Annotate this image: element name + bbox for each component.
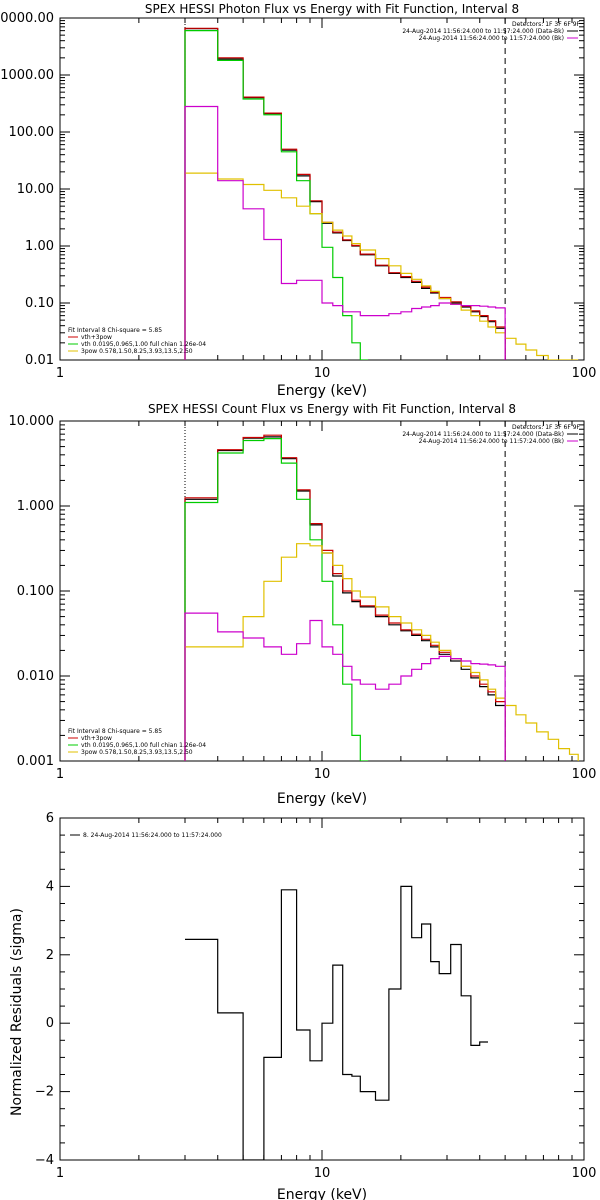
x-axis-label: Energy (keV) [277, 1187, 367, 1200]
y-tick-label: 1000.00 [0, 68, 54, 83]
series-line [185, 885, 488, 1160]
series-line [184, 436, 506, 761]
x-tick-label: 10 [314, 366, 331, 381]
y-tick-label: 6 [46, 811, 54, 826]
series-line [184, 105, 506, 360]
y-tick-label: 0000.00 [0, 11, 54, 26]
series-line [184, 543, 579, 761]
legend-text: Detectors: 1F 3F 6F 9F [512, 21, 581, 28]
y-tick-label: 4 [46, 879, 54, 894]
legend-text: 24-Aug-2014 11:56:24.000 to 11:57:24.000… [402, 28, 564, 35]
panel-title: SPEX HESSI Photon Flux vs Energy with Fi… [145, 2, 519, 16]
y-axis-label: Normalized Residuals (sigma) [9, 908, 25, 1116]
legend-text: vth+3pow [81, 735, 112, 742]
photon-flux-panel: SPEX HESSI Photon Flux vs Energy with Fi… [0, 2, 596, 399]
x-tick-label: 1 [56, 767, 64, 782]
x-tick-label: 100 [572, 366, 597, 381]
series-line [184, 438, 369, 761]
x-tick-label: 100 [572, 767, 597, 782]
x-axis-label: Energy (keV) [277, 383, 367, 399]
legend-text: 3pow 0.578,1.50,8.25,3.93,13.5,2.50 [81, 348, 193, 355]
legend-text: Detectors: 1F 3F 6F 9F [512, 424, 581, 431]
x-tick-label: 1 [56, 366, 64, 381]
residuals-panel: Energy (keV) Normalized Residuals (sigma… [9, 811, 596, 1200]
series-line [184, 27, 506, 360]
legend-text: vth+3pow [81, 334, 112, 341]
y-tick-label: 0.001 [17, 754, 54, 769]
y-tick-label: 1.000 [17, 499, 54, 514]
y-tick-label: 10.00 [17, 182, 54, 197]
y-tick-label: 1.00 [25, 239, 54, 254]
legend-text: Fit Interval 8 Chi-square = 5.85 [68, 327, 162, 334]
y-tick-label: −2 [35, 1085, 54, 1100]
y-tick-label: 0.010 [17, 669, 54, 684]
plot-frame [59, 817, 585, 1161]
panel-title: SPEX HESSI Count Flux vs Energy with Fit… [148, 402, 516, 416]
y-tick-label: 0.100 [17, 584, 54, 599]
series-line [184, 30, 369, 360]
y-tick-label: −4 [35, 1153, 54, 1168]
x-tick-label: 1 [56, 1166, 64, 1181]
y-tick-label: 2 [46, 948, 54, 963]
y-tick-label: 100.00 [9, 125, 55, 140]
series-line [184, 172, 579, 360]
y-tick-label: 0.01 [25, 353, 54, 368]
series-line [184, 28, 506, 360]
series-line [184, 612, 506, 761]
legend-text: Fit Interval 8 Chi-square = 5.85 [68, 728, 162, 735]
x-tick-label: 10 [314, 767, 331, 782]
legend-text: 24-Aug-2014 11:56:24.000 to 11:57:24.000… [402, 431, 564, 438]
legend-text: 8. 24-Aug-2014 11:56:24.000 to 11:57:24.… [83, 832, 222, 839]
count-flux-panel: SPEX HESSI Count Flux vs Energy with Fit… [9, 402, 597, 807]
y-tick-label: 0.10 [25, 296, 54, 311]
y-tick-label: 10.000 [9, 414, 55, 429]
legend-text: 24-Aug-2014 11:56:24.000 to 11:57:24.000… [419, 438, 564, 445]
legend-text: vth 0.0195,0.965,1.00 full chian 1.26e-0… [81, 341, 206, 348]
x-tick-label: 100 [572, 1166, 597, 1181]
x-axis-label: Energy (keV) [277, 791, 367, 807]
y-tick-label: 0 [46, 1016, 54, 1031]
series-line [184, 434, 506, 761]
legend-text: vth 0.0195,0.965,1.00 full chian 1.26e-0… [81, 742, 206, 749]
x-tick-label: 10 [314, 1166, 331, 1181]
legend-text: 3pow 0.578,1.50,8.25,3.93,13.5,2.50 [81, 749, 193, 756]
legend-text: 24-Aug-2014 11:56:24.000 to 11:57:24.000… [419, 35, 564, 42]
